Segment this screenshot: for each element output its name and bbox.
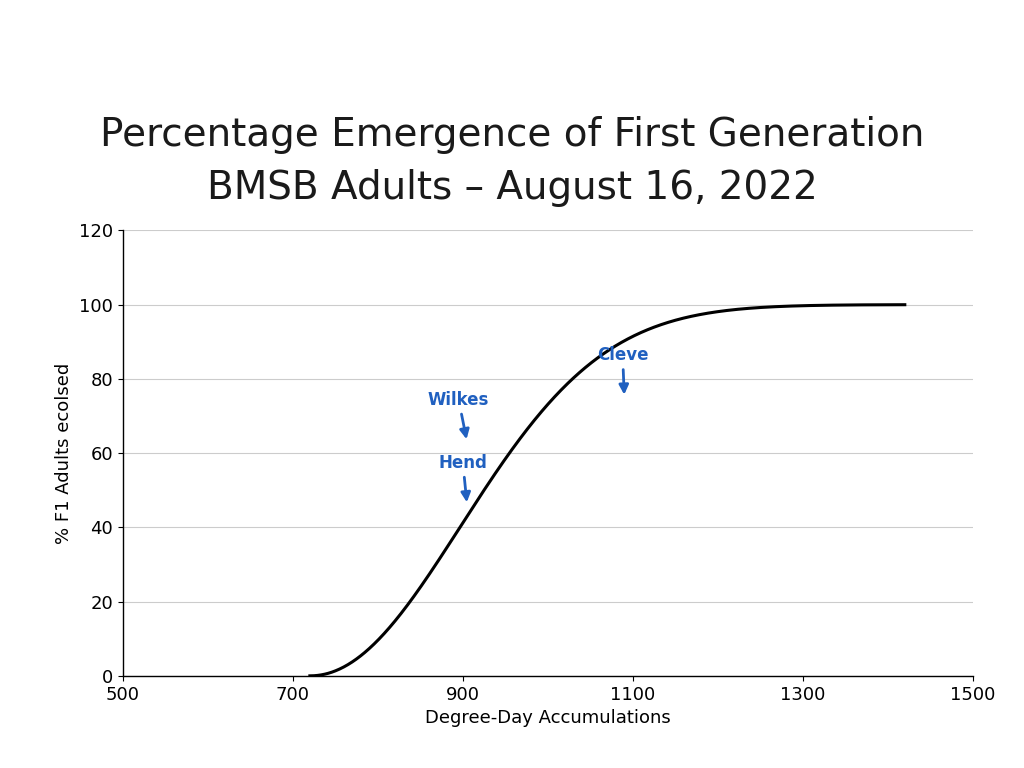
Text: Hend: Hend [438, 454, 487, 499]
Text: BMSB Adults – August 16, 2022: BMSB Adults – August 16, 2022 [207, 170, 817, 207]
Text: Percentage Emergence of First Generation: Percentage Emergence of First Generation [99, 116, 925, 154]
Text: Cleve: Cleve [597, 346, 648, 392]
X-axis label: Degree-Day Accumulations: Degree-Day Accumulations [425, 709, 671, 727]
Y-axis label: % F1 Adults ecolsed: % F1 Adults ecolsed [55, 362, 74, 544]
Text: Wilkes: Wilkes [428, 391, 489, 436]
